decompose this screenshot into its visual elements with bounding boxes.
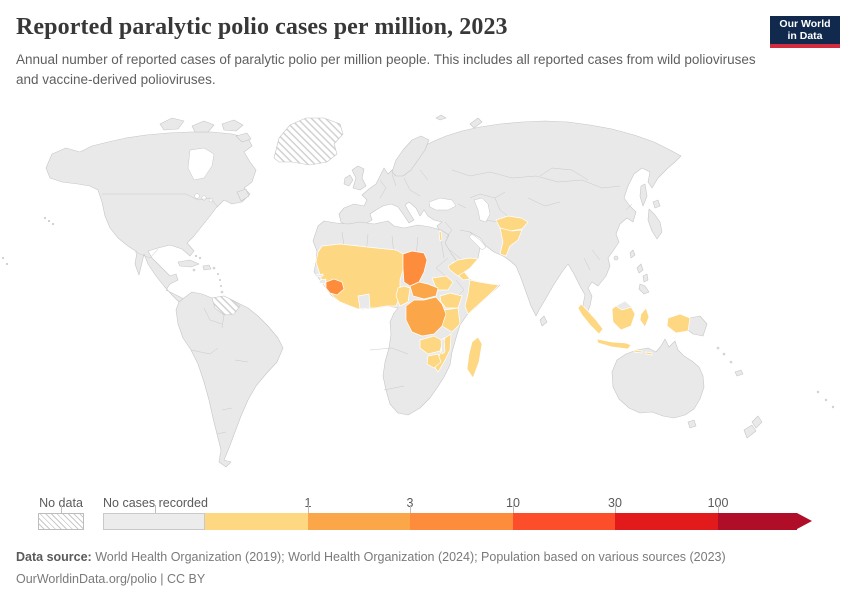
country-ghana-gray[interactable] (357, 293, 371, 310)
country-chad[interactable] (402, 250, 428, 287)
legend-bin-0-1[interactable] (205, 513, 308, 530)
legend-tick-label-1: 1 (304, 496, 312, 510)
country-israel[interactable] (438, 230, 443, 242)
legend-tick-label-100: 100 (707, 496, 729, 510)
legend-tick (718, 505, 719, 513)
owid-logo[interactable]: Our World in Data (770, 16, 840, 48)
country-zimbabwe[interactable] (426, 353, 442, 369)
black-sea (428, 197, 457, 211)
country-malaysia-borneo-gray[interactable] (615, 300, 633, 311)
legend-bin-no-data[interactable] (38, 513, 84, 530)
map-legend: No data No cases recorded 1 3 10 30 100 (0, 494, 850, 534)
legend-arrow-head (797, 513, 812, 529)
page-title: Reported paralytic polio cases per milli… (16, 14, 508, 40)
islands-japan[interactable] (647, 199, 663, 240)
legend-bin-30-100[interactable] (615, 513, 718, 530)
owid-logo-box: Our World in Data (770, 16, 840, 44)
legend-tick-label-10: 10 (506, 496, 520, 510)
country-indonesia-sulawesi[interactable] (639, 307, 650, 328)
country-pakistan[interactable] (499, 227, 523, 257)
country-yemen[interactable] (447, 257, 479, 277)
landmass-australia[interactable] (611, 338, 705, 419)
country-dr-congo[interactable] (405, 296, 447, 337)
legend-bin-no-cases[interactable] (103, 513, 205, 530)
country-somalia[interactable] (464, 279, 500, 315)
license-line[interactable]: OurWorldinData.org/polio | CC BY (16, 572, 206, 586)
country-malawi-gray[interactable] (440, 337, 446, 355)
owid-logo-line2: in Data (787, 30, 823, 42)
country-indonesia-lesser-sunda[interactable] (633, 349, 653, 356)
country-gambia-gray[interactable] (314, 273, 324, 278)
island-newfoundland[interactable] (236, 188, 250, 202)
legend-tick-label-3: 3 (406, 496, 414, 510)
chart-subtitle: Annual number of reported cases of paral… (16, 52, 756, 88)
landmass-north-america[interactable] (45, 131, 257, 304)
island-papua-new-guinea[interactable] (687, 315, 708, 337)
island-ireland[interactable] (343, 174, 354, 187)
legend-tick (155, 505, 156, 513)
world-map-canvas[interactable] (0, 110, 850, 488)
legend-tick (513, 505, 514, 513)
legend-tick (615, 505, 616, 513)
world-map[interactable] (0, 110, 850, 488)
data-source-label: Data source: (16, 550, 92, 564)
data-source-text: World Health Organization (2019); World … (91, 550, 726, 564)
owid-logo-line1: Our World (779, 17, 831, 30)
islands-philippines[interactable] (636, 263, 650, 295)
legend-bin-10-30[interactable] (513, 513, 615, 530)
landmass-scandinavia[interactable] (391, 135, 430, 177)
legend-tick (410, 505, 411, 513)
country-indonesia-java[interactable] (596, 338, 632, 350)
country-borders (102, 167, 633, 435)
chart-header: Reported paralytic polio cases per milli… (16, 14, 756, 91)
legend-bin-3-10[interactable] (410, 513, 513, 530)
legend-tick-label-30: 30 (608, 496, 622, 510)
legend-no-cases-label: No cases recorded (103, 496, 208, 510)
island-tasmania (687, 419, 697, 429)
country-cameroon[interactable] (395, 285, 411, 307)
legend-no-data-label: No data (39, 496, 83, 510)
landmass-south-america[interactable] (175, 291, 284, 468)
country-madagascar[interactable] (466, 336, 483, 379)
country-greenland-no-data[interactable] (273, 117, 344, 166)
country-indonesia-west-papua[interactable] (666, 313, 691, 334)
great-lakes (194, 193, 200, 199)
data-source-line: Data source: World Health Organization (… (16, 547, 836, 567)
caspian-sea (473, 197, 491, 223)
country-indonesia-sumatra[interactable] (577, 303, 604, 335)
country-guinea[interactable] (325, 278, 345, 296)
arctic-islands[interactable] (159, 117, 252, 143)
country-venezuela-no-data[interactable] (211, 295, 241, 316)
arctic-russian-islands (435, 114, 483, 129)
legend-bin-100-plus[interactable] (718, 513, 797, 530)
country-guinea-bissau-gray[interactable] (318, 278, 327, 285)
chart-footer: Data source: World Health Organization (… (16, 547, 836, 589)
island-sakhalin (639, 183, 648, 207)
legend-tick (61, 505, 62, 513)
legend-bin-1-3[interactable] (308, 513, 410, 530)
caribbean-islands[interactable] (177, 259, 212, 271)
country-central-african-republic[interactable] (409, 281, 439, 300)
owid-logo-red-bar (770, 44, 840, 48)
islands-new-zealand[interactable] (743, 415, 763, 439)
island-sri-lanka (539, 315, 548, 327)
legend-tick (308, 505, 309, 513)
persian-gulf (468, 233, 487, 251)
hudson-bay (187, 147, 215, 181)
island-great-britain[interactable] (351, 165, 367, 191)
island-taiwan (629, 249, 636, 259)
country-zambia[interactable] (419, 335, 444, 355)
